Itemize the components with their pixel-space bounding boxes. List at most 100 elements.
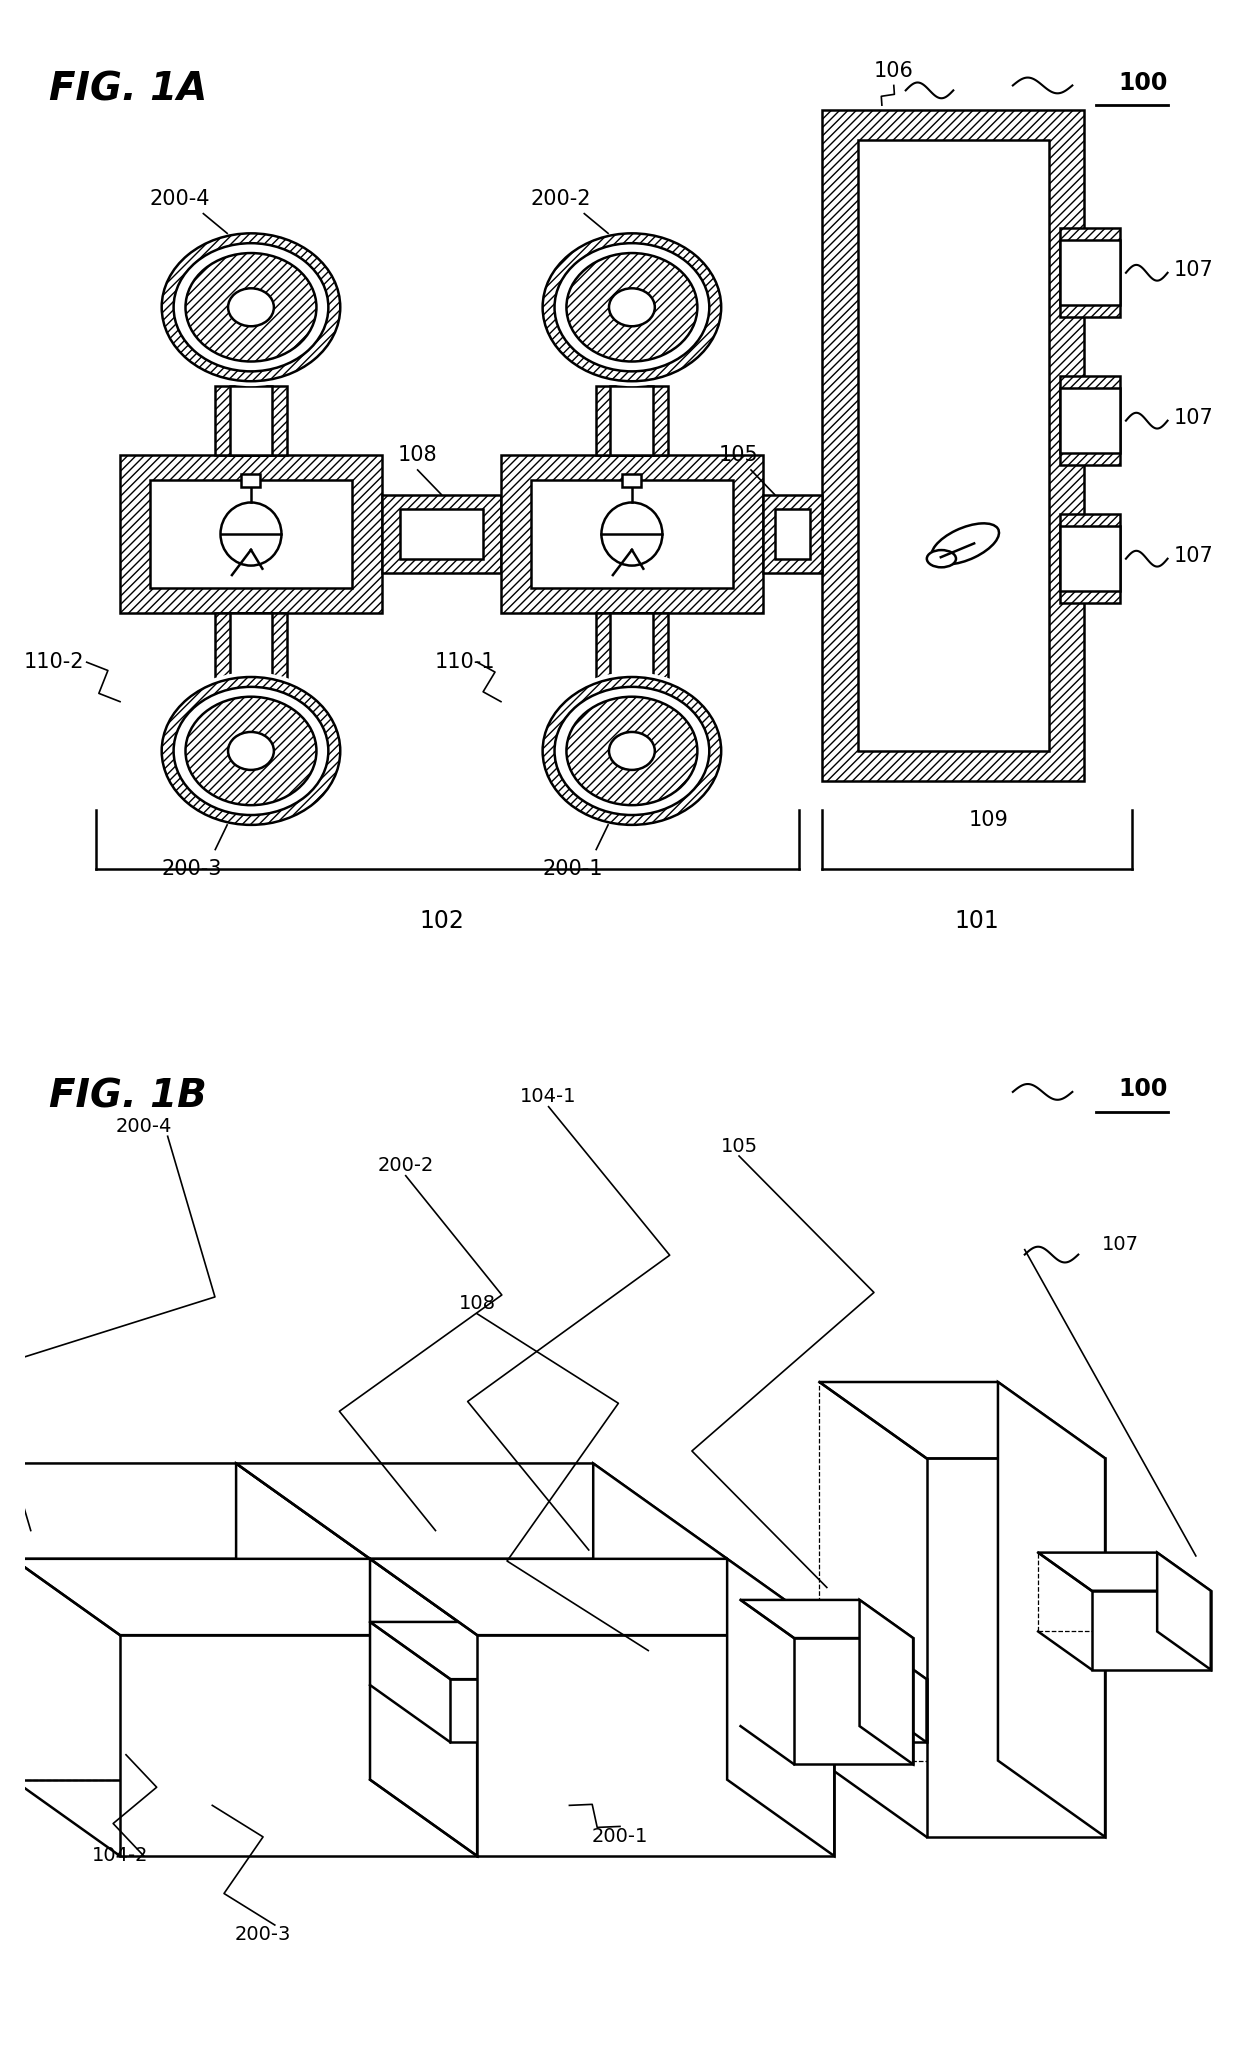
Bar xyxy=(1060,228,1120,316)
Text: 200-2: 200-2 xyxy=(531,189,590,210)
Circle shape xyxy=(174,686,329,815)
Text: 102: 102 xyxy=(419,908,464,933)
Text: 107: 107 xyxy=(1101,1234,1138,1255)
Text: 110-2: 110-2 xyxy=(24,653,84,672)
Polygon shape xyxy=(120,1635,477,1857)
Text: 106: 106 xyxy=(874,60,914,80)
Polygon shape xyxy=(926,1458,1105,1836)
Text: 105: 105 xyxy=(720,1136,758,1156)
Polygon shape xyxy=(370,1623,926,1680)
Polygon shape xyxy=(370,1559,727,1779)
Polygon shape xyxy=(236,1462,727,1559)
Text: 104-2: 104-2 xyxy=(92,1847,149,1865)
Polygon shape xyxy=(820,1382,1105,1458)
Polygon shape xyxy=(12,1559,477,1635)
Circle shape xyxy=(156,228,346,386)
Polygon shape xyxy=(370,1559,477,1857)
Text: 108: 108 xyxy=(398,446,438,464)
Text: 109: 109 xyxy=(970,809,1009,830)
Bar xyxy=(1060,388,1120,454)
Polygon shape xyxy=(740,1600,913,1639)
Bar xyxy=(229,386,273,456)
Circle shape xyxy=(554,686,709,815)
Circle shape xyxy=(161,234,340,382)
Polygon shape xyxy=(450,1680,926,1742)
Text: FIG. 1A: FIG. 1A xyxy=(48,70,207,109)
Text: 108: 108 xyxy=(459,1294,496,1313)
Ellipse shape xyxy=(221,503,281,565)
Polygon shape xyxy=(1038,1553,1210,1590)
Circle shape xyxy=(543,678,722,826)
Polygon shape xyxy=(12,1559,370,1779)
Circle shape xyxy=(537,228,727,386)
Text: 110-1: 110-1 xyxy=(435,653,496,672)
Bar xyxy=(822,111,1084,781)
Bar xyxy=(1060,514,1120,604)
Bar xyxy=(763,495,822,573)
Circle shape xyxy=(609,731,655,770)
Bar xyxy=(610,386,653,456)
Bar xyxy=(229,612,273,682)
Polygon shape xyxy=(1091,1590,1210,1670)
Circle shape xyxy=(537,672,727,830)
Circle shape xyxy=(609,288,655,327)
Polygon shape xyxy=(846,1623,926,1742)
Text: 101: 101 xyxy=(955,908,999,933)
Bar xyxy=(858,140,1049,752)
Bar xyxy=(150,481,352,587)
Text: 200-4: 200-4 xyxy=(149,189,210,210)
Text: 200-3: 200-3 xyxy=(234,1925,291,1945)
Bar xyxy=(120,456,382,612)
Text: 107: 107 xyxy=(1173,407,1213,427)
Text: 200-1: 200-1 xyxy=(542,859,603,879)
Polygon shape xyxy=(477,1635,835,1857)
Circle shape xyxy=(554,242,709,372)
Bar xyxy=(531,481,733,587)
Ellipse shape xyxy=(931,524,999,565)
Bar xyxy=(501,456,763,612)
Bar xyxy=(242,474,260,487)
Bar xyxy=(399,509,484,559)
Text: 107: 107 xyxy=(1173,259,1213,279)
Polygon shape xyxy=(859,1600,913,1764)
Circle shape xyxy=(174,242,329,372)
Ellipse shape xyxy=(601,503,662,565)
Bar xyxy=(1060,376,1120,464)
Circle shape xyxy=(567,696,697,805)
Bar xyxy=(775,509,811,559)
Bar xyxy=(596,612,667,682)
Polygon shape xyxy=(1157,1553,1210,1670)
Polygon shape xyxy=(0,1462,370,1559)
Circle shape xyxy=(543,234,722,382)
Polygon shape xyxy=(593,1462,727,1779)
Circle shape xyxy=(567,253,697,362)
Bar xyxy=(596,386,667,456)
Polygon shape xyxy=(794,1639,913,1764)
Circle shape xyxy=(186,696,316,805)
Bar xyxy=(1060,240,1120,306)
Text: 200-3: 200-3 xyxy=(161,859,222,879)
Circle shape xyxy=(228,288,274,327)
Ellipse shape xyxy=(926,550,956,567)
Text: 104-1: 104-1 xyxy=(521,1087,577,1107)
Text: 200-4: 200-4 xyxy=(115,1117,172,1136)
Polygon shape xyxy=(998,1382,1105,1836)
Bar xyxy=(382,495,501,573)
Polygon shape xyxy=(727,1559,835,1857)
Bar xyxy=(1060,526,1120,592)
Text: 107: 107 xyxy=(1173,546,1213,565)
Text: 100: 100 xyxy=(1118,1076,1168,1101)
Text: 200-2: 200-2 xyxy=(377,1156,434,1175)
Circle shape xyxy=(186,253,316,362)
Circle shape xyxy=(228,731,274,770)
Polygon shape xyxy=(236,1462,370,1779)
Bar xyxy=(622,474,641,487)
Text: 105: 105 xyxy=(719,446,759,464)
Bar xyxy=(610,612,653,682)
Bar xyxy=(216,386,286,456)
Text: 200-1: 200-1 xyxy=(591,1826,649,1847)
Circle shape xyxy=(161,678,340,826)
Polygon shape xyxy=(370,1559,835,1635)
Text: 100: 100 xyxy=(1118,70,1168,94)
Text: FIG. 1B: FIG. 1B xyxy=(48,1076,206,1115)
